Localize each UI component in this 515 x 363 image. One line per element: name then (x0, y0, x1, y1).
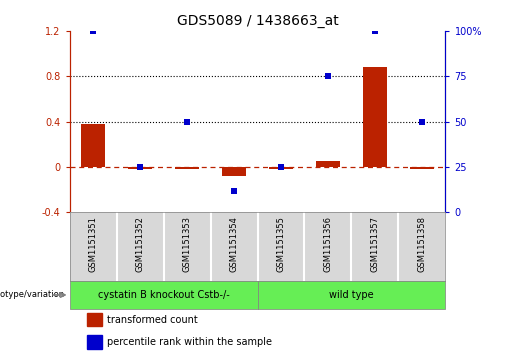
Bar (70, 281, 258, 309)
Bar (316, 161, 340, 167)
Text: GSM1151352: GSM1151352 (135, 216, 145, 272)
Bar (363, 67, 387, 167)
Bar (128, 167, 152, 169)
Bar (81, 124, 105, 167)
Bar (222, 167, 246, 176)
Text: GSM1151351: GSM1151351 (89, 216, 97, 272)
Text: GSM1151357: GSM1151357 (370, 216, 380, 272)
Point (183, 119, 191, 125)
Point (277, 164, 285, 170)
Point (418, 119, 426, 125)
Point (371, 28, 379, 34)
Text: GSM1151355: GSM1151355 (277, 216, 285, 272)
Text: wild type: wild type (329, 290, 374, 300)
Bar (410, 167, 434, 169)
Text: GSM1151358: GSM1151358 (418, 216, 426, 272)
Text: transformed count: transformed count (107, 315, 198, 325)
Point (89, 28, 97, 34)
Text: cystatin B knockout Cstb-/-: cystatin B knockout Cstb-/- (98, 290, 229, 300)
Point (324, 73, 332, 79)
Text: GSM1151354: GSM1151354 (230, 216, 238, 272)
Text: GSM1151356: GSM1151356 (323, 216, 333, 272)
Bar (258, 281, 445, 309)
Text: percentile rank within the sample: percentile rank within the sample (107, 337, 272, 347)
Text: GSM1151353: GSM1151353 (182, 216, 192, 272)
Bar (87, 335, 102, 348)
Point (136, 164, 144, 170)
Bar (175, 167, 199, 169)
Title: GDS5089 / 1438663_at: GDS5089 / 1438663_at (177, 15, 338, 28)
Bar (87, 313, 102, 326)
Text: genotype/variation: genotype/variation (0, 290, 64, 299)
Point (230, 188, 238, 193)
Bar (269, 167, 293, 169)
